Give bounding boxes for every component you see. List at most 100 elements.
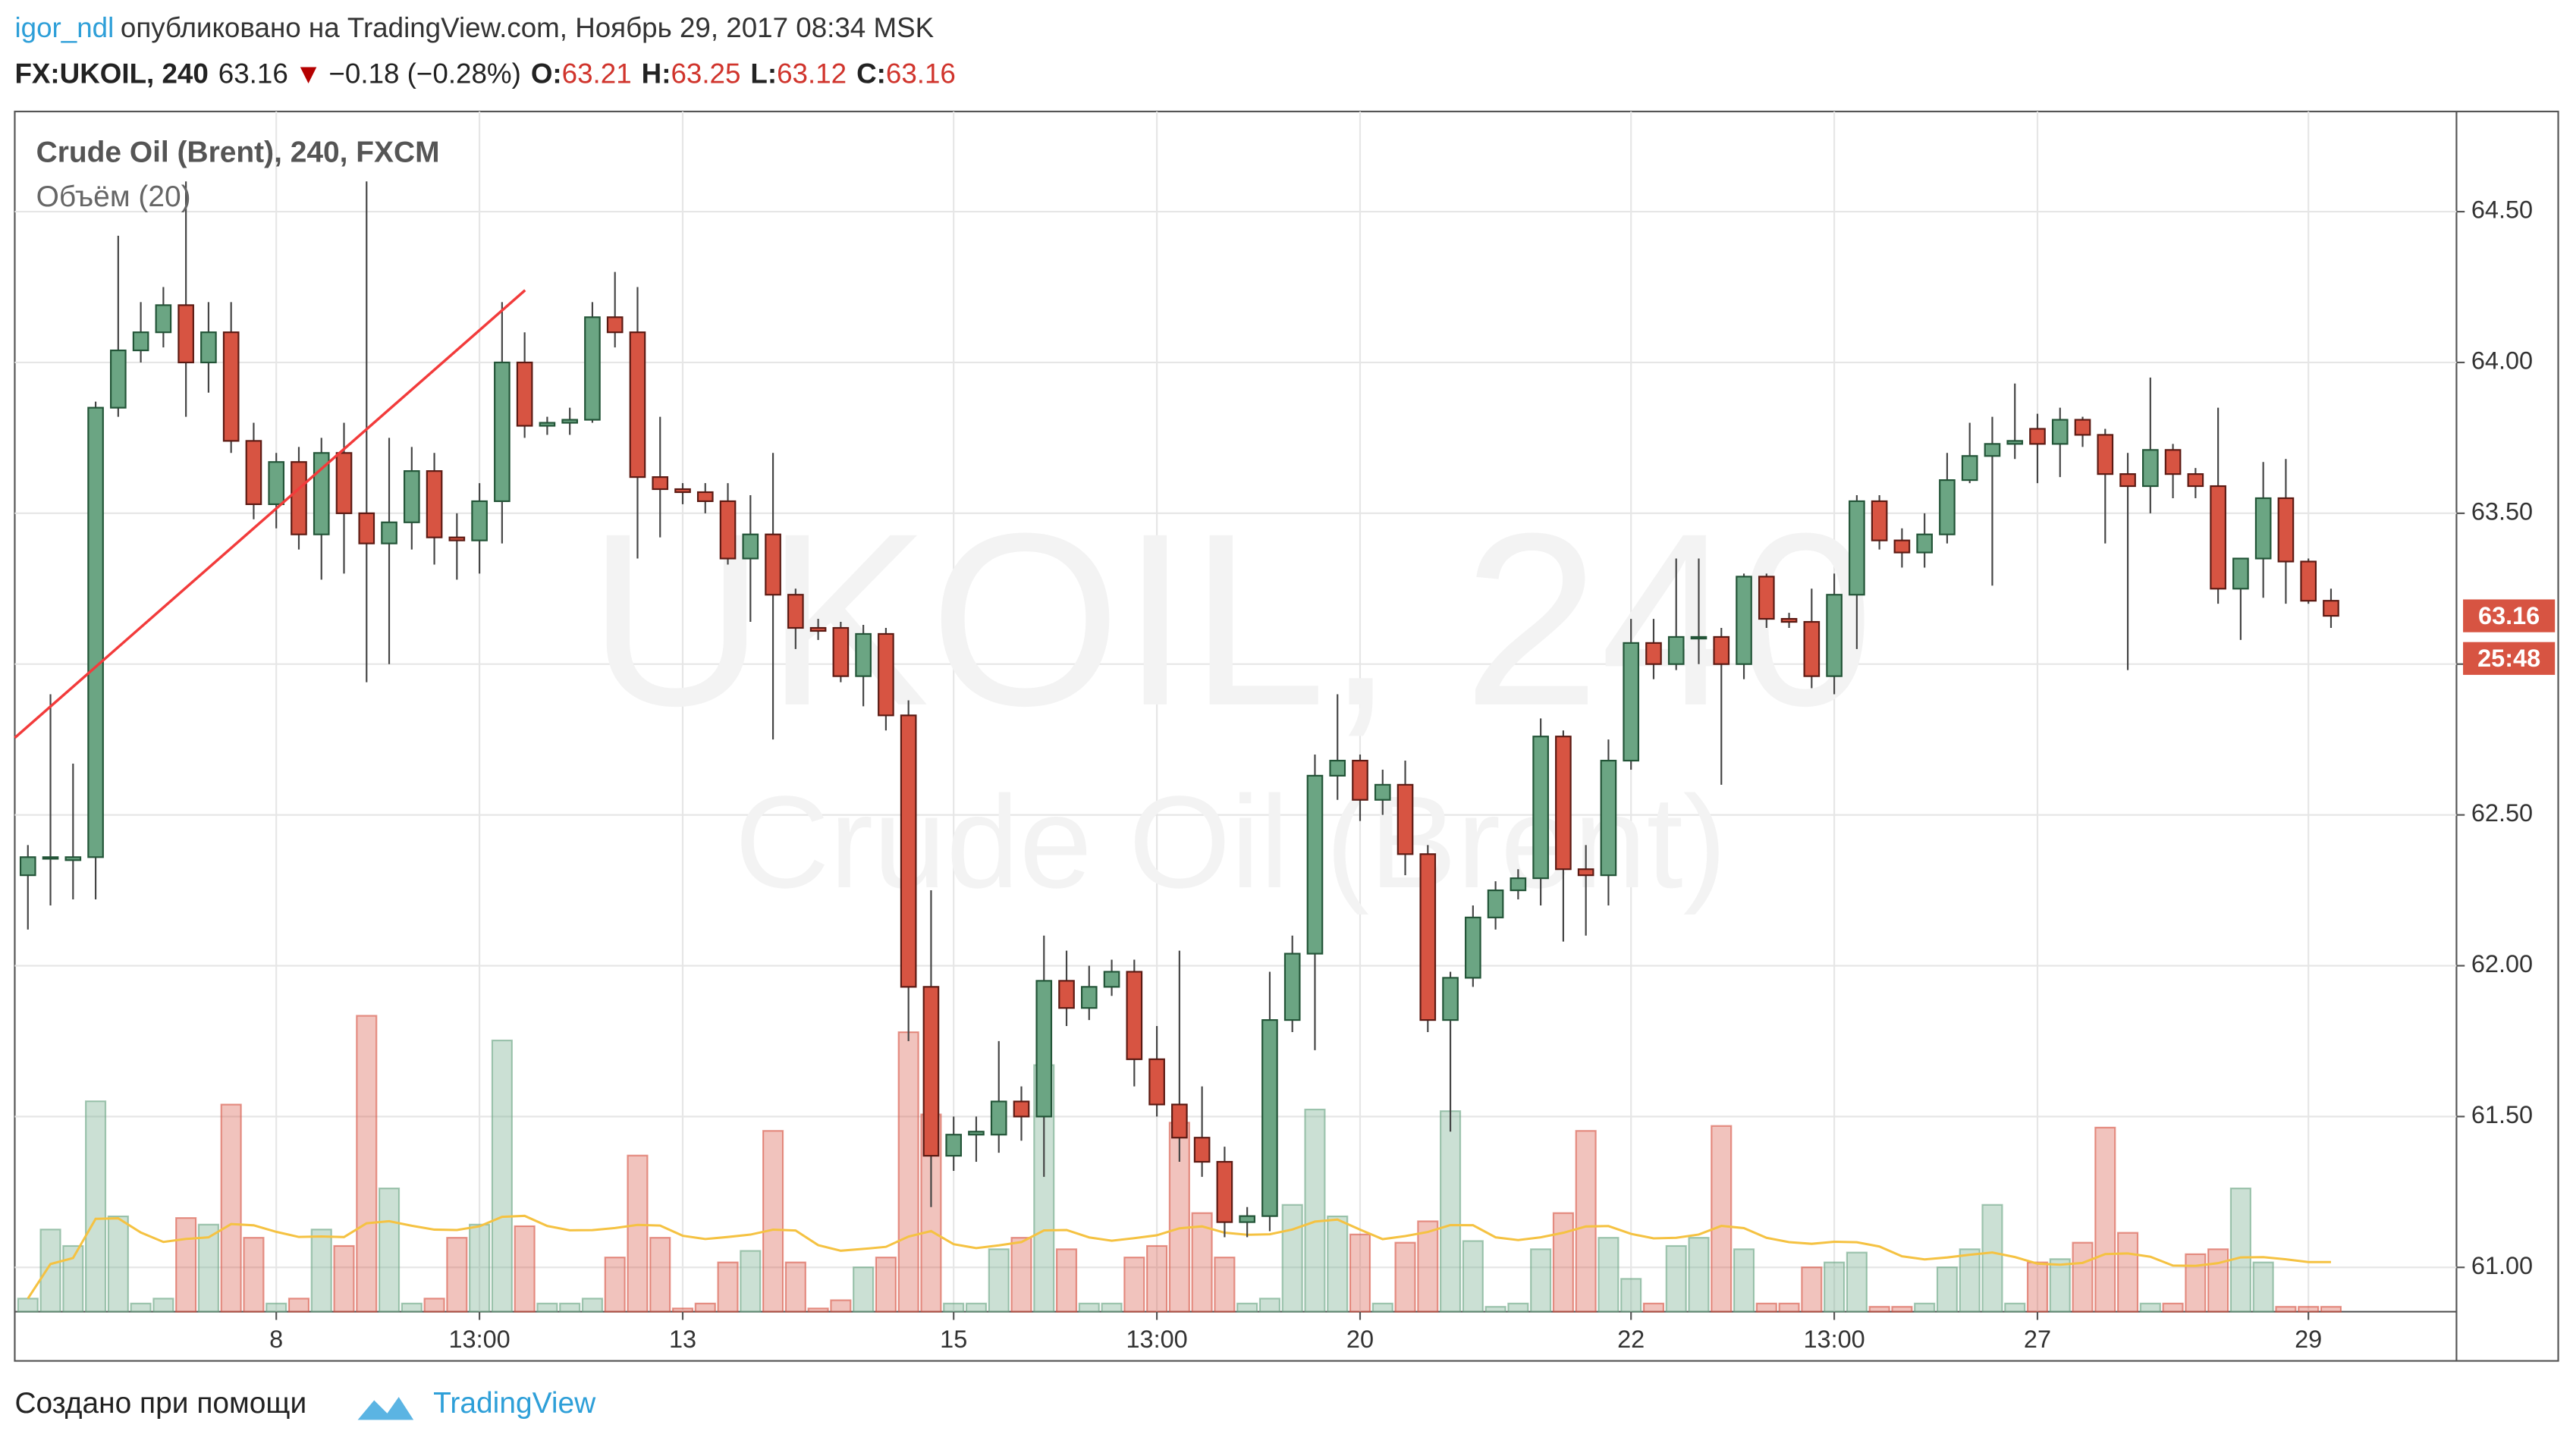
volume-bar [356, 1015, 378, 1313]
candle-body [1667, 635, 1685, 665]
volume-bar [2185, 1253, 2207, 1313]
candle-body [426, 470, 443, 538]
candle-body [787, 594, 804, 629]
candle-body [561, 419, 578, 424]
volume-bar [1620, 1278, 1642, 1313]
candle-body [1780, 617, 1798, 623]
volume-bar [2275, 1306, 2297, 1313]
candle-body [358, 512, 375, 544]
volume-bar [2049, 1258, 2071, 1313]
candle-body [2119, 473, 2136, 488]
volume-bar [2094, 1126, 2116, 1313]
x-tick-label: 22 [1617, 1326, 1645, 1353]
volume-bar [1417, 1220, 1439, 1313]
candle-body [1283, 952, 1301, 1021]
candle-body [1849, 500, 1865, 596]
candle-body [1826, 594, 1843, 677]
volume-bar [1642, 1302, 1665, 1313]
candle-body [1510, 877, 1527, 892]
volume-bar [1078, 1302, 1100, 1313]
ohlc-value: 63.12 [777, 58, 847, 89]
volume-bar [265, 1302, 287, 1313]
ohlc-label: H: [642, 58, 671, 89]
candle-body [381, 521, 397, 544]
candle-body [1442, 977, 1459, 1021]
candle-body [178, 304, 194, 364]
volume-bar [491, 1039, 513, 1313]
volume-bar [1507, 1302, 1529, 1313]
volume-bar [1868, 1306, 1890, 1313]
candle-body [2097, 434, 2114, 475]
volume-bar [807, 1307, 829, 1313]
candles [19, 181, 2339, 1238]
candle-body [629, 331, 646, 479]
header-line: igor_ndl опубликовано на TradingView.com,… [14, 12, 934, 43]
volume-bar [1010, 1237, 1032, 1313]
candle-body [516, 361, 533, 427]
volume-bar [694, 1302, 716, 1313]
chart-frame [14, 110, 2559, 1362]
volume-bar [1191, 1212, 1213, 1313]
y-tick-label: 63.50 [2471, 497, 2533, 525]
candle-body [719, 500, 737, 560]
candle-body [2210, 485, 2226, 590]
trend-line[interactable] [14, 289, 526, 739]
volume-bar [152, 1298, 174, 1313]
volume-bar [220, 1103, 242, 1313]
volume-bar [514, 1225, 536, 1313]
candle-body [765, 533, 781, 596]
countdown-box [2463, 642, 2556, 675]
candle-body [1216, 1160, 1233, 1223]
candle-body [606, 316, 624, 334]
published: опубликовано на TradingView.com, Ноябрь … [121, 12, 935, 43]
volume-bar [1055, 1248, 1078, 1313]
volume-bar [671, 1307, 694, 1313]
candle-body [878, 632, 894, 717]
x-tick-label: 27 [2024, 1326, 2051, 1353]
candle-body [832, 626, 850, 677]
candle-body [1013, 1100, 1030, 1118]
volume-bar [130, 1302, 152, 1313]
x-tick-label: 13:00 [1126, 1326, 1187, 1353]
volume-bar [175, 1217, 197, 1313]
candle-body [335, 452, 353, 514]
candle-body [1126, 971, 1143, 1060]
watermark: UKOIL, 240 [588, 482, 1874, 757]
candle-body [1374, 783, 1391, 801]
candle-body [652, 476, 669, 491]
volume-bar [1327, 1215, 1349, 1313]
candle-body [2187, 473, 2204, 488]
ohlc-label: O: [531, 58, 562, 89]
volume-bar [784, 1261, 806, 1313]
candle-body [1058, 980, 1075, 1009]
candle-body [110, 349, 127, 409]
volume-bar [2252, 1261, 2274, 1313]
volume-bar [1733, 1248, 1755, 1313]
y-tick-label: 64.50 [2471, 196, 2533, 224]
volume-bar [875, 1257, 897, 1313]
candle-body [674, 488, 691, 494]
candle-body [42, 856, 59, 860]
candle-body [1555, 736, 1572, 871]
volume-bar [1936, 1266, 1958, 1313]
candle-body [696, 491, 714, 503]
volume-bar [830, 1299, 852, 1313]
user-link[interactable]: igor_ndl [14, 12, 114, 43]
logo-shape [357, 1397, 414, 1420]
y-tick-label: 61.00 [2471, 1252, 2533, 1279]
volume-bar [287, 1298, 310, 1313]
chart-title: Crude Oil (Brent), 240, FXCM [36, 136, 440, 169]
volume-bar [62, 1244, 84, 1313]
ohlc-value: 63.21 [562, 58, 632, 89]
volume-bar [1462, 1240, 1484, 1313]
candle-body [1713, 635, 1730, 665]
candle-body [2051, 419, 2069, 445]
brand-link[interactable]: TradingView [433, 1387, 596, 1420]
candle-body [855, 632, 872, 677]
x-tick-label: 20 [1346, 1326, 1374, 1353]
volume-bar [2162, 1302, 2184, 1313]
candle-body [1396, 783, 1414, 855]
volume-bar [1371, 1302, 1393, 1313]
volume-bar [627, 1154, 649, 1313]
